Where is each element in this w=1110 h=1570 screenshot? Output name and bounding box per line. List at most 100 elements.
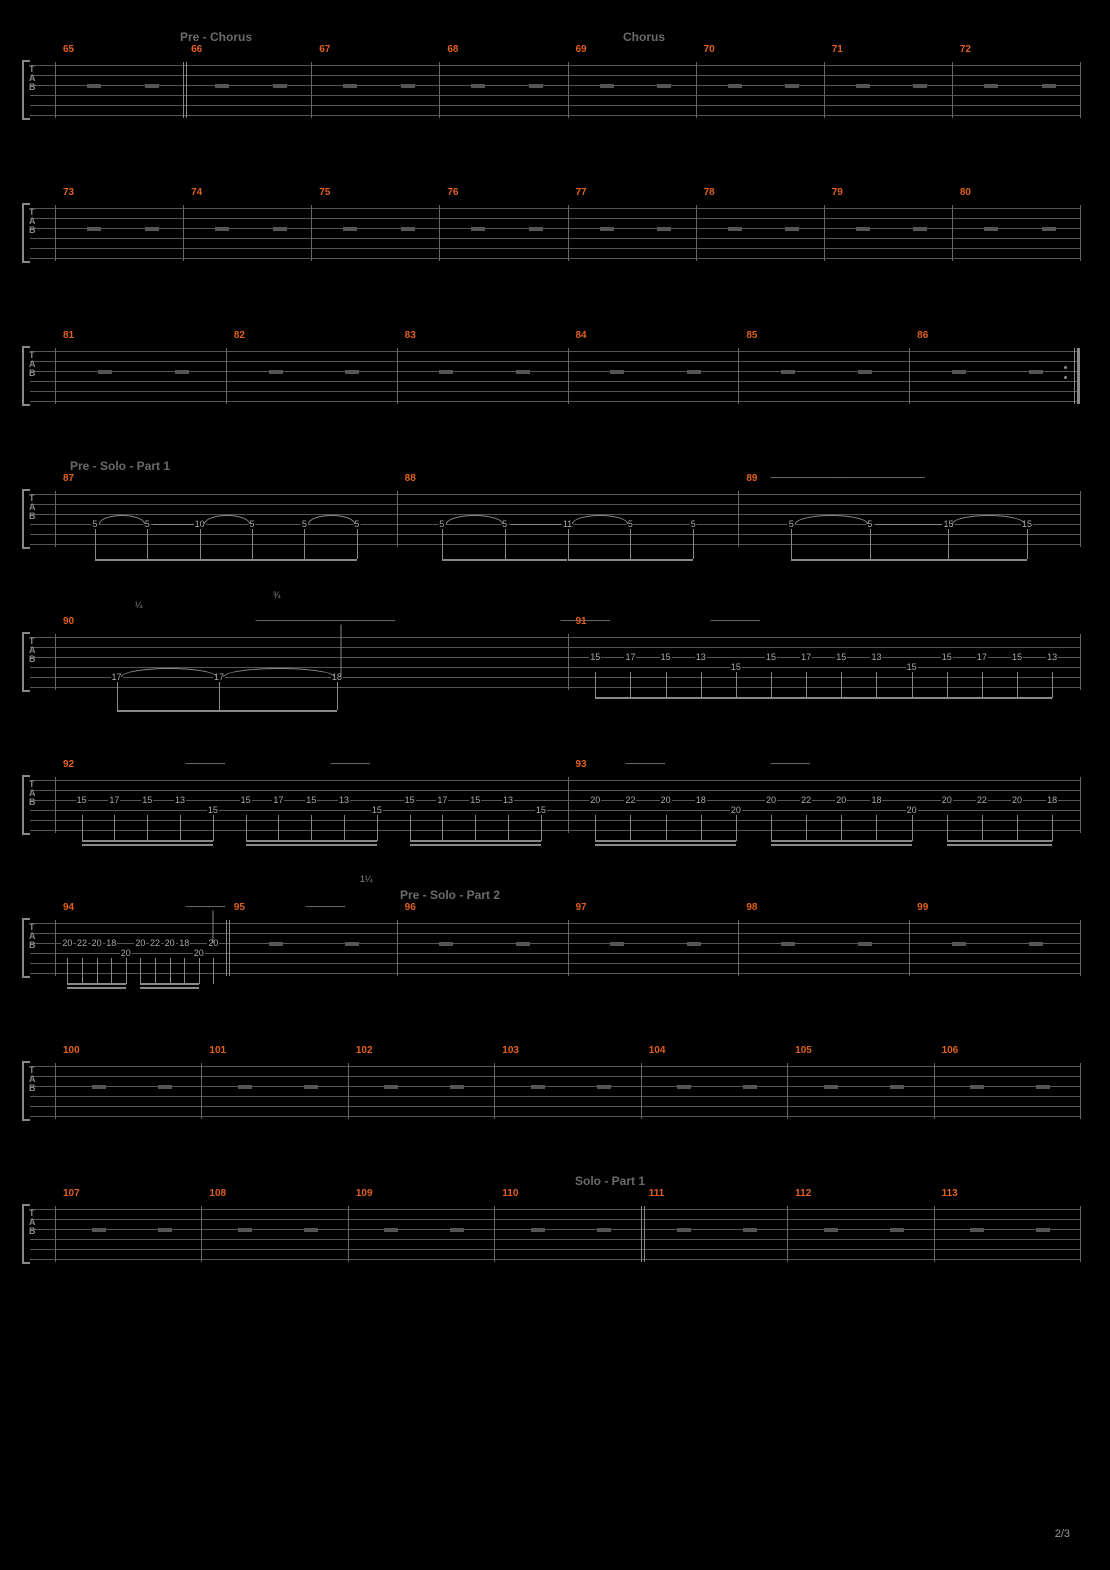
measure-number: 66 [191,44,202,55]
rest [345,370,359,374]
rest [401,84,415,88]
fret-number: 5 [690,519,697,529]
fret-number: 15 [305,795,317,805]
fret-number: 13 [174,795,186,805]
measure-number: 103 [502,1045,519,1056]
rest [728,227,742,231]
fret-number: 18 [105,938,117,948]
measure-number: 68 [447,44,458,55]
fret-number: 5 [501,519,508,529]
tab-clef: TAB [29,351,36,378]
fret-number: 20 [906,805,918,815]
fret-number: 5 [301,519,308,529]
rest [529,227,543,231]
rest [890,1085,904,1089]
rest [858,370,872,374]
fret-number: 13 [338,795,350,805]
fret-number: 15 [730,662,742,672]
rest [87,84,101,88]
rest [98,370,112,374]
fret-number: 22 [76,938,88,948]
fret-number: 15 [469,795,481,805]
measure-number: 96 [405,902,416,913]
tab-system: ~~~~~~~~~~~~~~~~~~~~~~~~~~~~~~~~~~~~~~~~… [30,745,1080,833]
rest [677,1228,691,1232]
rest [345,942,359,946]
rest [384,1085,398,1089]
measure-number: 82 [234,330,245,341]
tab-system: Pre - Solo - Part 2~~~~~~~~~~~~~~~~~~~~~… [30,888,1080,976]
fret-number: 20 [193,948,205,958]
measure-number: 99 [917,902,928,913]
fret-number: 17 [110,672,122,682]
fret-number: 5 [788,519,795,529]
fret-number: 15 [1011,652,1023,662]
rest [516,370,530,374]
fret-number: 17 [108,795,120,805]
rest [439,370,453,374]
measure-number: 110 [502,1188,518,1199]
measure-number: 107 [63,1188,80,1199]
rest [215,227,229,231]
tab-clef: TAB [29,637,36,664]
fret-number: 15 [404,795,416,805]
fret-number: 13 [1046,652,1058,662]
fret-number: 5 [627,519,634,529]
measure-number: 84 [576,330,587,341]
rest [1029,942,1043,946]
rest [529,84,543,88]
measure-number: 112 [795,1188,811,1199]
fret-number: 20 [765,795,777,805]
rest [824,1085,838,1089]
rest [175,370,189,374]
fret-number: 13 [695,652,707,662]
measure-number: 71 [832,44,843,55]
rest [158,1228,172,1232]
fret-number: 20 [589,795,601,805]
rest [269,942,283,946]
tab-system: TAB100101102103104105106 [30,1031,1080,1119]
rest [304,1085,318,1089]
rest [610,370,624,374]
rest [1036,1085,1050,1089]
rest [984,227,998,231]
vibrato-mark: ~~~~~~~~~~~~~~~~~~~~~~~~~~~~~~~~~~~~~~~~ [330,759,370,765]
rest [952,370,966,374]
fret-number: 22 [624,795,636,805]
measure-number: 92 [63,759,74,770]
fret-number: 20 [660,795,672,805]
rest [952,942,966,946]
measure-number: 85 [746,330,757,341]
measure-number: 83 [405,330,416,341]
vibrato-mark: ~~~~~~~~~~~~~~~~~~~~~~~~~~~~~~~~~~~~~~~~ [185,759,225,765]
section-label: Pre - Chorus [180,30,252,44]
fret-number: 15 [535,805,547,815]
annotation: ¼ [135,600,143,610]
rest [728,84,742,88]
measure-number: 89 [746,473,757,484]
fret-number: 5 [866,519,873,529]
fret-number: 20 [730,805,742,815]
rest [890,1228,904,1232]
measure-number: 108 [209,1188,226,1199]
vibrato-mark: ~~~~~~~~~~~~~~~~~~~~~~~~~~~~~~~~~~~~~~~~ [770,759,810,765]
rest [87,227,101,231]
fret-number: 22 [800,795,812,805]
measure-number: 67 [319,44,330,55]
fret-number: 11 [562,519,573,529]
fret-number: 15 [207,805,219,815]
measure-number: 111 [649,1188,665,1199]
rest [92,1085,106,1089]
fret-number: 15 [660,652,672,662]
fret-number: 18 [870,795,882,805]
rest [743,1085,757,1089]
fret-number: 5 [353,519,360,529]
rest [856,227,870,231]
fret-number: 20 [835,795,847,805]
vibrato-mark: ~~~~~~~~~~~~~~~~~~~~~~~~~~~~~~~~~~~~~~~~ [625,759,665,765]
rest [597,1085,611,1089]
rest [273,84,287,88]
fret-number: 5 [144,519,151,529]
measure-number: 88 [405,473,416,484]
rest [657,84,671,88]
